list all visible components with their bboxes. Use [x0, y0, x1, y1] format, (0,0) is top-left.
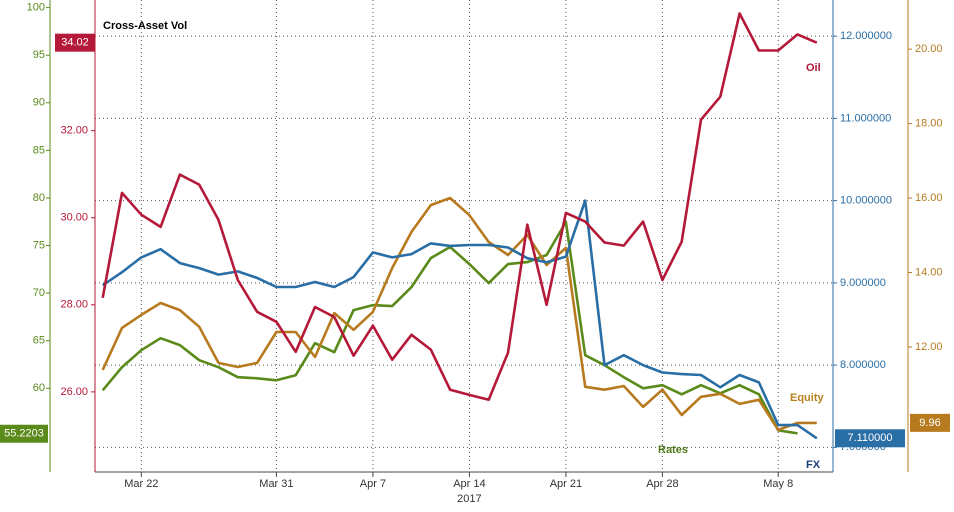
y-tick-label: 18.00 [915, 117, 943, 129]
y-tick-label: 95 [33, 49, 45, 61]
last-value-tag [55, 33, 95, 52]
y-tick-label: 26.00 [60, 386, 88, 398]
chart-title: Cross-Asset Vol [103, 20, 187, 32]
y-tick-label: 12.00 [915, 341, 943, 353]
x-tick-label: Apr 14 [453, 478, 485, 490]
y-tick-label: 85 [33, 144, 45, 156]
y-tick-label: 100 [27, 2, 45, 14]
x-axis-label: 2017 [457, 493, 481, 505]
x-tick-label: Mar 22 [124, 478, 158, 490]
last-value-tag [910, 413, 950, 432]
y-tick-label: 60 [33, 382, 45, 394]
y-tick-label: 28.00 [60, 299, 88, 311]
last-value-tag [0, 424, 48, 443]
y-tick-label: 8.000000 [840, 359, 886, 371]
series-label: Rates [658, 444, 688, 456]
last-value-label: 34.02 [61, 37, 89, 49]
y-tick-label: 65 [33, 335, 45, 347]
y-tick-label: 20.00 [915, 43, 943, 55]
series-label: Equity [790, 392, 824, 404]
y-tick-label: 90 [33, 97, 45, 109]
last-value-label: 9.96 [919, 417, 940, 429]
last-value-label: 7.110000 [847, 432, 892, 444]
series-line [101, 199, 818, 440]
last-value-tag [835, 429, 905, 448]
series-label: Oil [806, 62, 821, 74]
x-tick-label: Apr 28 [646, 478, 678, 490]
series-label: FX [806, 459, 821, 471]
series-line [101, 196, 817, 432]
x-tick-label: May 8 [763, 478, 793, 490]
y-tick-label: 80 [33, 192, 45, 204]
y-tick-label: 75 [33, 239, 45, 251]
y-tick-label: 14.00 [915, 266, 943, 278]
y-tick-label: 12.000000 [840, 30, 892, 42]
x-tick-label: Apr 7 [360, 478, 386, 490]
y-tick-label: 10.000000 [840, 195, 892, 207]
y-tick-label: 11.000000 [840, 112, 891, 124]
y-tick-label: 9.000000 [840, 277, 886, 289]
x-tick-label: Mar 31 [259, 478, 293, 490]
x-tick-label: Apr 21 [550, 478, 582, 490]
y-tick-label: 16.00 [915, 192, 943, 204]
last-value-label: 55.2203 [4, 428, 44, 440]
y-tick-label: 70 [33, 287, 45, 299]
y-tick-label: 32.00 [60, 125, 88, 137]
series-line [101, 12, 818, 401]
y-tick-label: 30.00 [60, 212, 88, 224]
